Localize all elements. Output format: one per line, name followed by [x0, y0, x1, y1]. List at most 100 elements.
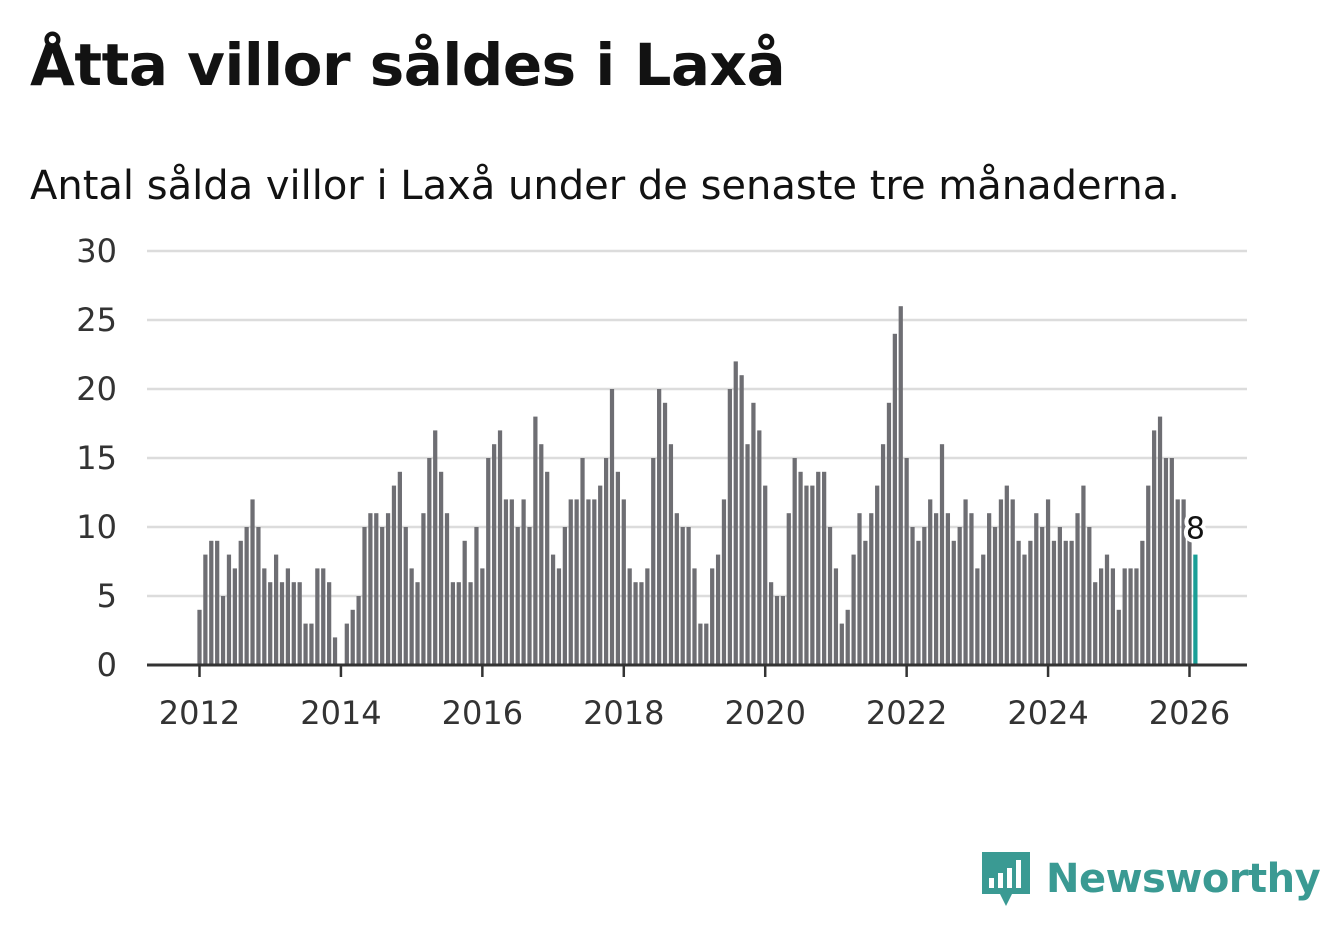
bar	[332, 637, 338, 665]
y-tick-label: 25	[76, 301, 117, 339]
bar	[568, 499, 573, 665]
bar-series	[197, 306, 1198, 665]
axes: 0 5 10 15 20 25 30 2012 2014 2016 2018 2020 2022 2024…	[76, 232, 1247, 732]
bar	[704, 623, 709, 665]
bar	[1051, 540, 1057, 665]
bar	[203, 554, 208, 665]
bar	[651, 458, 656, 665]
bar	[810, 485, 815, 665]
highlight-value-label: 8	[1186, 512, 1205, 547]
bar	[268, 582, 273, 665]
bar	[786, 513, 791, 665]
bar	[710, 568, 715, 665]
bar	[438, 471, 444, 665]
bar	[303, 623, 308, 665]
bar	[556, 568, 562, 665]
bar	[798, 471, 803, 665]
y-tick-label: 20	[76, 370, 117, 408]
brand-logo[interactable]: Newsworthy	[980, 848, 1321, 910]
bar	[315, 568, 320, 665]
x-tick-label: 2022	[866, 694, 947, 732]
bar	[403, 527, 408, 665]
bar	[238, 540, 243, 665]
bar	[928, 499, 933, 665]
bar	[603, 458, 609, 665]
bar	[1040, 527, 1045, 665]
bar	[1157, 416, 1163, 665]
bar	[969, 513, 974, 665]
bar	[374, 513, 379, 665]
bar	[751, 402, 756, 665]
bar	[662, 402, 668, 665]
bar	[768, 582, 774, 665]
bar	[845, 609, 850, 665]
bar	[409, 568, 414, 665]
bar	[1022, 554, 1027, 665]
bar	[539, 444, 544, 665]
bar	[898, 306, 903, 665]
bar	[1122, 568, 1127, 665]
bar	[492, 444, 497, 665]
bar	[951, 540, 956, 665]
x-tick-label: 2024	[1007, 694, 1088, 732]
bar	[220, 596, 226, 665]
bar	[792, 458, 797, 665]
bar	[1075, 513, 1080, 665]
bar	[1187, 527, 1192, 665]
bar	[839, 623, 844, 665]
bar	[385, 513, 391, 665]
bar	[1104, 554, 1110, 665]
bar	[621, 499, 626, 665]
bar	[279, 582, 285, 665]
bar	[450, 582, 456, 665]
bar	[580, 458, 585, 665]
bar	[550, 554, 556, 665]
bar	[291, 582, 296, 665]
bar	[197, 609, 202, 665]
bar	[780, 596, 786, 665]
bar	[474, 527, 479, 665]
x-tick-label: 2020	[724, 694, 805, 732]
bar	[998, 499, 1004, 665]
bar	[816, 471, 821, 665]
bar	[250, 499, 255, 665]
bar	[533, 416, 538, 665]
bar	[1146, 485, 1151, 665]
bar	[232, 568, 237, 665]
bar	[627, 568, 632, 665]
bar	[256, 527, 261, 665]
bar	[981, 554, 986, 665]
bar	[1128, 568, 1133, 665]
bar	[680, 527, 685, 665]
bar	[480, 568, 485, 665]
bar	[904, 458, 909, 665]
bar	[350, 609, 355, 665]
bar	[933, 513, 939, 665]
bar	[545, 471, 550, 665]
x-tick-label: 2018	[583, 694, 664, 732]
bar	[757, 430, 762, 665]
bar	[262, 568, 267, 665]
bar	[804, 485, 809, 665]
bar	[975, 568, 980, 665]
x-tick-label: 2014	[300, 694, 381, 732]
bar	[468, 582, 473, 665]
bar	[562, 527, 567, 665]
bar	[745, 444, 750, 665]
bar	[721, 499, 727, 665]
brand-name: Newsworthy	[1046, 856, 1321, 902]
bar	[1181, 499, 1186, 665]
bar	[297, 582, 302, 665]
bar	[733, 361, 738, 665]
bar-highlight	[1193, 554, 1198, 665]
bar	[486, 458, 491, 665]
chart-subtitle: Antal sålda villor i Laxå under de senas…	[30, 163, 1180, 209]
bar	[880, 444, 886, 665]
bar	[309, 623, 314, 665]
bar	[273, 554, 279, 665]
bar	[715, 554, 721, 665]
bar	[1028, 540, 1033, 665]
bar	[645, 568, 650, 665]
bar	[886, 402, 892, 665]
bar	[674, 513, 679, 665]
